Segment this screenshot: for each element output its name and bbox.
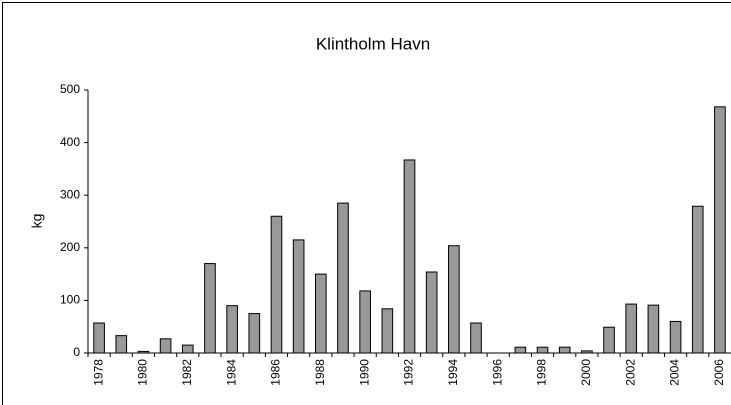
- bar: [669, 320, 682, 354]
- bar: [603, 326, 615, 354]
- bar: [625, 303, 638, 354]
- y-tick-label: 200: [60, 240, 80, 254]
- bar: [292, 239, 305, 354]
- bar: [159, 338, 172, 354]
- bar: [425, 271, 438, 354]
- bar: [558, 346, 571, 354]
- bar: [337, 202, 349, 354]
- bar: [381, 308, 394, 354]
- bar: [448, 245, 460, 354]
- y-tick-label: 300: [60, 187, 80, 201]
- bar: [248, 313, 261, 354]
- bar: [691, 205, 704, 354]
- x-tick-label: 1996: [490, 359, 504, 386]
- x-tick-label: 1988: [313, 359, 327, 386]
- x-tick-label: 1982: [180, 359, 194, 386]
- bar: [514, 346, 527, 354]
- x-tick-label: 1998: [535, 359, 549, 386]
- bar: [581, 350, 593, 354]
- bar: [270, 215, 283, 354]
- x-tick-label: 1990: [357, 359, 371, 386]
- x-tick-label: 1980: [136, 359, 150, 386]
- bar: [359, 290, 371, 354]
- bar: [536, 346, 549, 354]
- bar: [314, 273, 327, 354]
- y-axis-label: kg: [29, 214, 45, 229]
- y-tick-label: 400: [60, 135, 80, 149]
- y-tick-label: 0: [73, 345, 80, 359]
- bar: [470, 322, 482, 354]
- x-tick-label: 1994: [446, 359, 460, 386]
- chart-title: Klintholm Havn: [316, 34, 430, 53]
- x-tick-label: 1984: [224, 359, 238, 386]
- bar: [226, 305, 238, 354]
- x-tick-label: 2006: [712, 359, 726, 386]
- x-tick-label: 2000: [579, 359, 593, 386]
- y-tick-label: 500: [60, 82, 80, 96]
- x-tick-label: 1992: [402, 359, 416, 386]
- bar: [93, 322, 105, 354]
- bar: [204, 263, 216, 354]
- bar: [403, 159, 416, 354]
- y-tick-label: 100: [60, 293, 80, 307]
- bar: [181, 344, 194, 354]
- bar: [137, 350, 150, 354]
- x-tick-label: 1978: [91, 359, 105, 386]
- x-tick-label: 2004: [668, 359, 682, 386]
- x-tick-label: 2002: [623, 359, 637, 386]
- bar: [115, 335, 128, 354]
- bar: [714, 106, 726, 354]
- bar: [647, 304, 660, 354]
- x-tick-label: 1986: [269, 359, 283, 386]
